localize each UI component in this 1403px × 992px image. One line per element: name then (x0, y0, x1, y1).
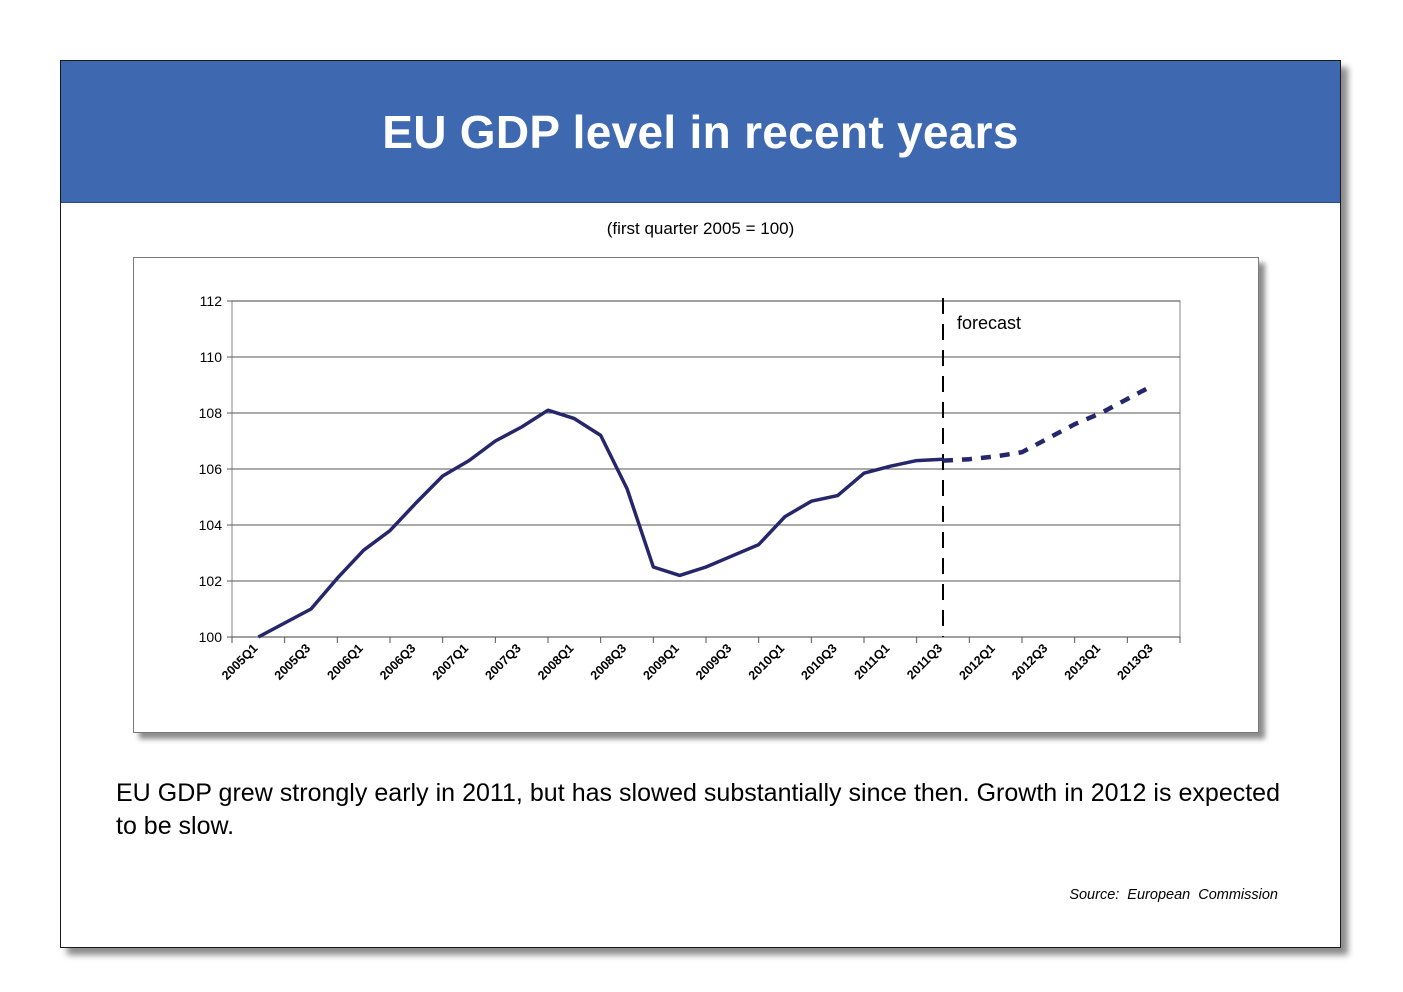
x-tick-label: 2008Q1 (535, 641, 576, 682)
slide: EU GDP level in recent years (first quar… (60, 60, 1341, 948)
x-tick-label: 2011Q3 (904, 641, 945, 682)
x-tick-label: 2009Q1 (640, 641, 681, 682)
summary-text: EU GDP grew strongly early in 2011, but … (116, 779, 1280, 840)
x-tick-label: 2005Q3 (272, 641, 313, 682)
x-tick-label: 2011Q1 (852, 641, 893, 682)
x-tick-label: 2006Q1 (324, 641, 365, 682)
x-tick-label: 2005Q1 (219, 641, 260, 682)
x-tick-label: 2009Q3 (693, 641, 734, 682)
x-tick-label: 2012Q3 (1009, 641, 1050, 682)
x-tick-label: 2012Q1 (956, 641, 997, 682)
y-tick-label: 110 (200, 349, 223, 365)
chart-subtitle: (first quarter 2005 = 100) (606, 219, 795, 238)
x-tick-label: 2007Q1 (430, 641, 471, 682)
x-tick-label: 2008Q3 (588, 641, 629, 682)
y-tick-label: 102 (199, 573, 223, 589)
y-tick-label: 100 (199, 629, 223, 645)
line-chart: 100 102 104 106 108 110 112 2005Q1 2005Q3 2006Q1 2… (199, 293, 1181, 683)
y-tick-label: 106 (199, 461, 223, 477)
forecast-label: forecast (957, 313, 1021, 333)
y-tick-label: 112 (200, 293, 223, 309)
x-tick-label: 2006Q3 (377, 641, 418, 682)
x-tick-label: 2013Q1 (1062, 641, 1103, 682)
title-banner: EU GDP level in recent years (61, 61, 1340, 203)
slide-title: EU GDP level in recent years (382, 105, 1019, 158)
source-note: Source: European Commission (1069, 887, 1278, 903)
y-tick-label: 104 (199, 517, 223, 533)
x-tick-label: 2007Q3 (482, 641, 523, 682)
x-tick-label: 2010Q1 (746, 641, 787, 682)
x-tick-label: 2013Q3 (1114, 641, 1155, 682)
actual-series-line (257, 408, 944, 639)
x-tick-label: 2010Q3 (798, 641, 839, 682)
y-tick-label: 108 (199, 405, 223, 421)
chart-frame: 100 102 104 106 108 110 112 2005Q1 2005Q3 2006Q1 2… (133, 257, 1259, 733)
